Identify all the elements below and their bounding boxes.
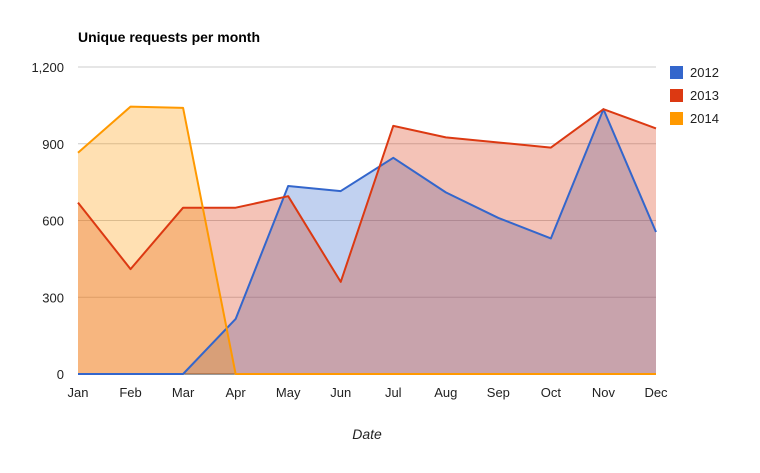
y-axis: 0 300 600 900 1,200 [31, 60, 64, 382]
y-tick-label: 0 [57, 367, 64, 382]
x-tick-label: Feb [119, 385, 141, 400]
legend-swatch-2012 [670, 66, 683, 79]
x-tick-label: Jan [68, 385, 89, 400]
series-areas [78, 107, 656, 374]
legend: 2012 2013 2014 [670, 65, 719, 126]
x-tick-label: Nov [592, 385, 616, 400]
x-tick-label: Mar [172, 385, 195, 400]
x-tick-label: May [276, 385, 301, 400]
x-axis-label: Date [352, 426, 382, 442]
y-tick-label: 900 [42, 137, 64, 152]
legend-label: 2013 [690, 88, 719, 103]
legend-swatch-2013 [670, 89, 683, 102]
y-tick-label: 600 [42, 214, 64, 229]
legend-label: 2012 [690, 65, 719, 80]
legend-swatch-2014 [670, 112, 683, 125]
x-tick-label: Jun [330, 385, 351, 400]
x-tick-label: Oct [541, 385, 562, 400]
y-tick-label: 300 [42, 290, 64, 305]
legend-label: 2014 [690, 111, 719, 126]
x-tick-label: Apr [226, 385, 247, 400]
x-axis: Jan Feb Mar Apr May Jun Jul Aug Sep Oct Nov Dec [68, 385, 669, 400]
chart-title: Unique requests per month [78, 29, 260, 45]
x-tick-label: Aug [434, 385, 457, 400]
x-tick-label: Dec [644, 385, 668, 400]
x-tick-label: Sep [487, 385, 510, 400]
x-tick-label: Jul [385, 385, 402, 400]
y-tick-label: 1,200 [31, 60, 64, 75]
